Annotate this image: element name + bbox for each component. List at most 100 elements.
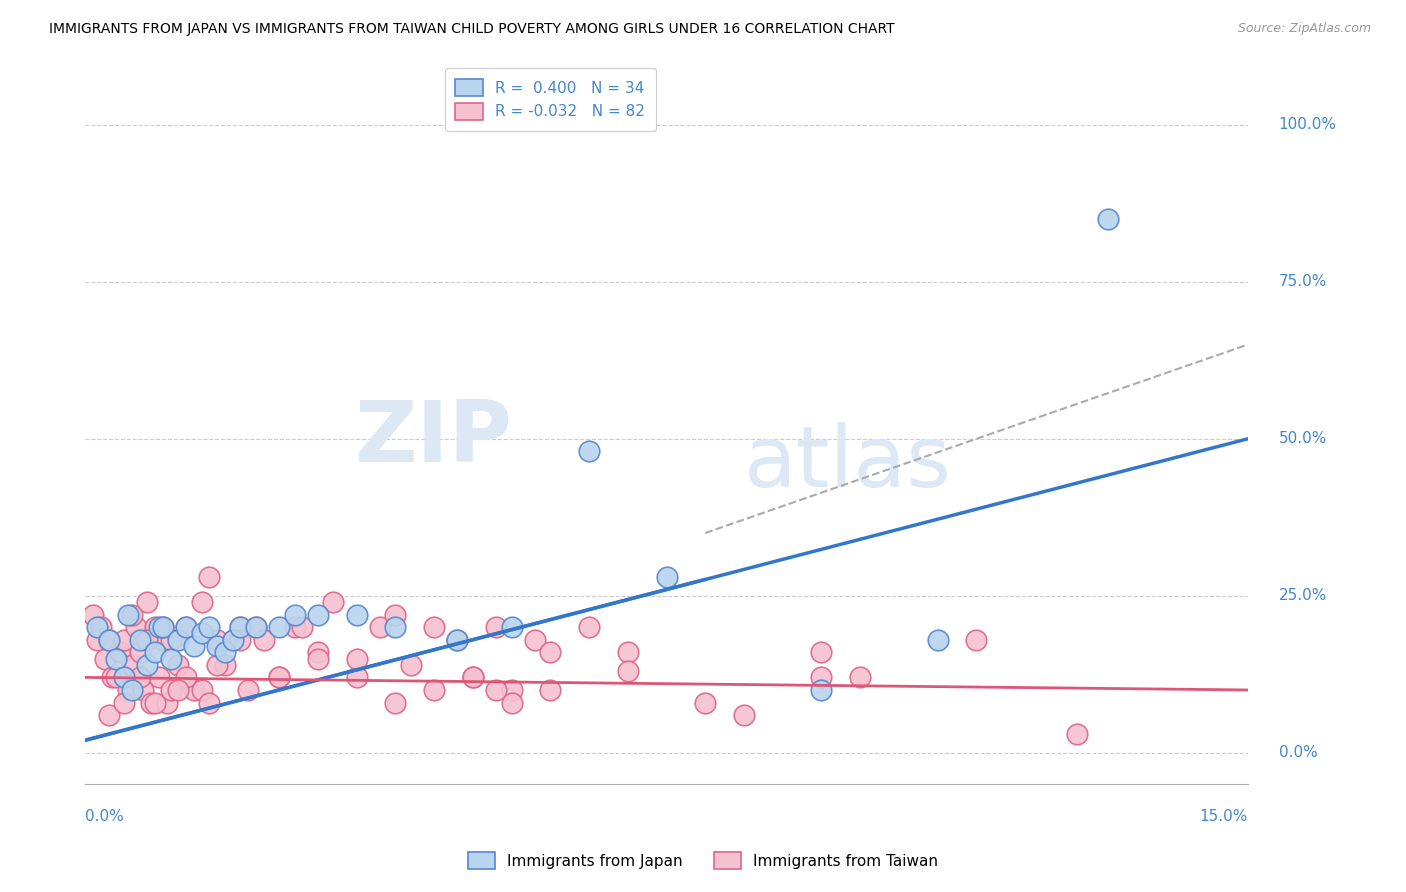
- Point: [112, 696, 135, 710]
- Point: [190, 626, 212, 640]
- Point: [346, 607, 368, 622]
- Legend: Immigrants from Japan, Immigrants from Taiwan: Immigrants from Japan, Immigrants from T…: [461, 846, 945, 875]
- Text: 0.0%: 0.0%: [86, 809, 124, 824]
- Text: 25.0%: 25.0%: [1278, 589, 1327, 603]
- Point: [578, 620, 600, 634]
- Point: [423, 683, 446, 698]
- Point: [655, 570, 678, 584]
- Point: [446, 632, 468, 647]
- Point: [733, 708, 755, 723]
- Point: [117, 683, 139, 698]
- Point: [384, 607, 406, 622]
- Point: [221, 632, 243, 647]
- Point: [174, 620, 197, 634]
- Point: [159, 683, 181, 698]
- Point: [167, 632, 190, 647]
- Text: 100.0%: 100.0%: [1278, 118, 1337, 132]
- Point: [523, 632, 546, 647]
- Point: [86, 620, 108, 634]
- Point: [461, 670, 484, 684]
- Point: [384, 620, 406, 634]
- Point: [384, 696, 406, 710]
- Point: [190, 595, 212, 609]
- Point: [90, 620, 112, 634]
- Point: [966, 632, 988, 647]
- Point: [143, 645, 166, 659]
- Point: [167, 657, 190, 672]
- Point: [136, 657, 159, 672]
- Point: [205, 657, 228, 672]
- Point: [485, 620, 508, 634]
- Text: 0.0%: 0.0%: [1278, 746, 1317, 760]
- Point: [136, 632, 159, 647]
- Point: [267, 670, 290, 684]
- Point: [205, 639, 228, 653]
- Point: [156, 696, 179, 710]
- Point: [128, 670, 150, 684]
- Point: [97, 632, 120, 647]
- Point: [578, 444, 600, 458]
- Point: [346, 670, 368, 684]
- Point: [198, 696, 221, 710]
- Point: [93, 651, 115, 665]
- Point: [121, 607, 143, 622]
- Text: IMMIGRANTS FROM JAPAN VS IMMIGRANTS FROM TAIWAN CHILD POVERTY AMONG GIRLS UNDER : IMMIGRANTS FROM JAPAN VS IMMIGRANTS FROM…: [49, 22, 894, 37]
- Point: [205, 632, 228, 647]
- Legend: R =  0.400   N = 34, R = -0.032   N = 82: R = 0.400 N = 34, R = -0.032 N = 82: [444, 68, 655, 131]
- Point: [198, 620, 221, 634]
- Text: atlas: atlas: [744, 423, 952, 506]
- Point: [501, 620, 523, 634]
- Point: [86, 632, 108, 647]
- Point: [174, 620, 197, 634]
- Point: [346, 651, 368, 665]
- Point: [810, 645, 832, 659]
- Point: [105, 651, 128, 665]
- Point: [229, 620, 252, 634]
- Point: [198, 570, 221, 584]
- Text: ZIP: ZIP: [354, 397, 512, 480]
- Point: [810, 683, 832, 698]
- Point: [368, 620, 391, 634]
- Point: [167, 683, 190, 698]
- Point: [423, 620, 446, 634]
- Point: [112, 670, 135, 684]
- Point: [152, 620, 174, 634]
- Point: [229, 620, 252, 634]
- Point: [252, 632, 274, 647]
- Point: [501, 696, 523, 710]
- Point: [132, 683, 155, 698]
- Point: [538, 683, 561, 698]
- Point: [616, 664, 638, 678]
- Point: [236, 683, 259, 698]
- Point: [121, 657, 143, 672]
- Point: [221, 632, 243, 647]
- Point: [136, 595, 159, 609]
- Point: [183, 683, 205, 698]
- Point: [97, 632, 120, 647]
- Point: [461, 670, 484, 684]
- Point: [810, 670, 832, 684]
- Point: [322, 595, 344, 609]
- Point: [399, 657, 422, 672]
- Point: [245, 620, 267, 634]
- Point: [283, 607, 305, 622]
- Point: [245, 620, 267, 634]
- Point: [695, 696, 717, 710]
- Point: [283, 620, 305, 634]
- Point: [141, 696, 163, 710]
- Point: [143, 696, 166, 710]
- Point: [82, 607, 104, 622]
- Point: [159, 651, 181, 665]
- Point: [229, 632, 252, 647]
- Point: [291, 620, 314, 634]
- Point: [117, 607, 139, 622]
- Point: [97, 708, 120, 723]
- Point: [1097, 212, 1119, 227]
- Point: [267, 620, 290, 634]
- Point: [101, 670, 124, 684]
- Point: [307, 651, 329, 665]
- Point: [1066, 727, 1088, 741]
- Point: [849, 670, 872, 684]
- Point: [616, 645, 638, 659]
- Point: [501, 683, 523, 698]
